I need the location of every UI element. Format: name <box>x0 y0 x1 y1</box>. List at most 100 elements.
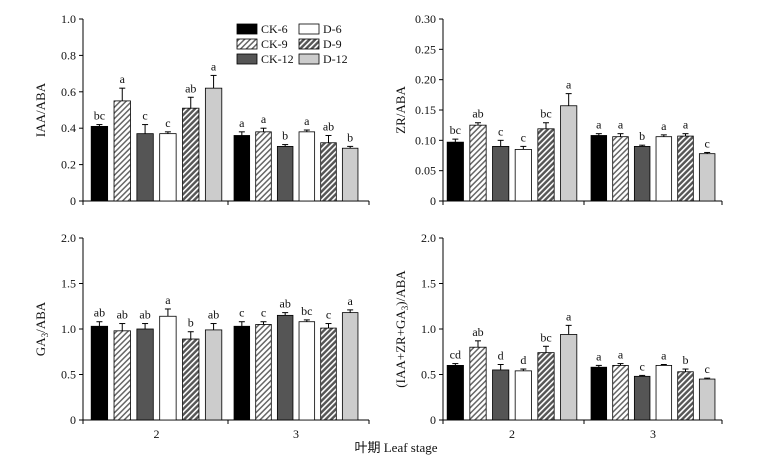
significance-letter: c <box>705 362 710 376</box>
y-tick-label: 0.30 <box>415 12 436 26</box>
bar-ck-6 <box>233 325 251 421</box>
significance-letter: a <box>304 114 310 128</box>
y-tick-label: 1.5 <box>61 277 76 291</box>
y-axis-title: ZR/ABA <box>393 86 408 134</box>
bar-ck-6 <box>233 135 251 202</box>
bar-ck-12 <box>136 133 154 202</box>
significance-letter: a <box>348 294 354 308</box>
significance-letter: ab <box>94 306 105 320</box>
y-tick-label: 1.0 <box>61 12 76 26</box>
significance-letter: c <box>239 306 244 320</box>
y-tick-label: 0.4 <box>61 121 76 135</box>
legend-swatch-ck-9 <box>236 38 258 50</box>
bar-ck-9 <box>612 136 629 202</box>
significance-letter: ab <box>208 308 219 322</box>
bar-ck-12 <box>492 369 510 421</box>
y-tick-label: 0.5 <box>421 368 436 382</box>
significance-letter: a <box>683 118 689 132</box>
significance-letter: c <box>521 130 526 144</box>
significance-letter: d <box>498 348 504 362</box>
bar-d-12 <box>341 312 359 421</box>
bar-d-6 <box>655 364 673 421</box>
bar-d-9 <box>537 128 555 202</box>
x-axis-title: 叶期 Leaf stage <box>354 440 437 455</box>
y-tick-label: 0 <box>70 413 76 427</box>
significance-letter: a <box>211 59 217 73</box>
legend-label: D-6 <box>323 22 342 36</box>
y-tick-label: 2.0 <box>61 231 76 245</box>
bar-d-6 <box>514 370 532 421</box>
bar-ck-6 <box>590 135 608 202</box>
significance-letter: ab <box>280 297 291 311</box>
y-tick-label: 1.0 <box>61 322 76 336</box>
significance-letter: cd <box>450 348 461 362</box>
bar-ck-12 <box>492 145 510 202</box>
significance-letter: c <box>165 116 170 130</box>
legend-swatch-ck-12 <box>236 53 258 65</box>
bar-ck-9 <box>612 364 629 421</box>
significance-letter: a <box>661 348 667 362</box>
y-axis-title: (IAA+ZR+GA3)/ABA <box>393 270 410 388</box>
legend-swatch-d-6 <box>298 23 320 35</box>
bar-ck-6 <box>446 141 464 202</box>
significance-letter: a <box>239 116 245 130</box>
significance-letter: a <box>596 349 602 363</box>
bar-d-6 <box>298 131 316 202</box>
bar-d-12 <box>204 329 223 421</box>
y-tick-label: 1.0 <box>421 322 436 336</box>
y-tick-label: 0.2 <box>61 158 76 172</box>
x-tick-label: 3 <box>650 427 656 441</box>
significance-letter: ab <box>185 81 196 95</box>
legend-label: D-12 <box>323 52 348 66</box>
bar-ck-9 <box>255 324 272 421</box>
bar-d-9 <box>182 107 200 202</box>
y-tick-label: 1.5 <box>421 277 436 291</box>
bar-d-9 <box>537 352 555 421</box>
legend-label: CK-9 <box>261 37 288 51</box>
significance-letter: c <box>326 308 331 322</box>
x-tick-label: 3 <box>293 427 299 441</box>
y-axis-title: IAA/ABA <box>33 82 48 137</box>
bar-d-9 <box>677 135 694 202</box>
legend-label: D-9 <box>323 37 342 51</box>
significance-letter: b <box>683 353 689 367</box>
significance-letter: bc <box>450 123 461 137</box>
y-axis-title: GA3/ABA <box>33 301 50 356</box>
bar-d-6 <box>514 149 532 202</box>
significance-letter: bc <box>94 109 105 123</box>
significance-letter: a <box>618 348 624 362</box>
bar-d-12 <box>560 105 578 202</box>
significance-letter: b <box>282 129 288 143</box>
y-tick-label: 2.0 <box>421 231 436 245</box>
significance-letter: ab <box>472 325 483 339</box>
y-tick-label: 0.6 <box>61 85 76 99</box>
bar-ck-12 <box>136 328 154 421</box>
y-tick-label: 0.25 <box>415 42 436 56</box>
significance-letter: c <box>261 306 266 320</box>
significance-letter: ab <box>117 308 128 322</box>
bar-d-12 <box>341 147 359 202</box>
significance-letter: c <box>142 109 147 123</box>
bar-ck-9 <box>113 100 131 202</box>
legend-label: CK-6 <box>261 22 288 36</box>
bar-d-12 <box>698 153 716 202</box>
significance-letter: b <box>347 130 353 144</box>
significance-letter: ab <box>323 119 334 133</box>
significance-letter: a <box>566 309 572 323</box>
significance-letter: a <box>120 72 126 86</box>
significance-letter: a <box>566 78 572 92</box>
bar-ck-6 <box>446 364 464 421</box>
bar-d-12 <box>204 87 223 202</box>
significance-letter: b <box>188 316 194 330</box>
legend-swatch-ck-6 <box>236 23 258 35</box>
bar-ck-6 <box>590 366 608 421</box>
significance-letter: bc <box>540 330 551 344</box>
y-tick-label: 0.05 <box>415 164 436 178</box>
bar-d-6 <box>298 321 316 421</box>
x-tick-label: 2 <box>509 427 515 441</box>
y-tick-label: 0.15 <box>415 103 436 117</box>
